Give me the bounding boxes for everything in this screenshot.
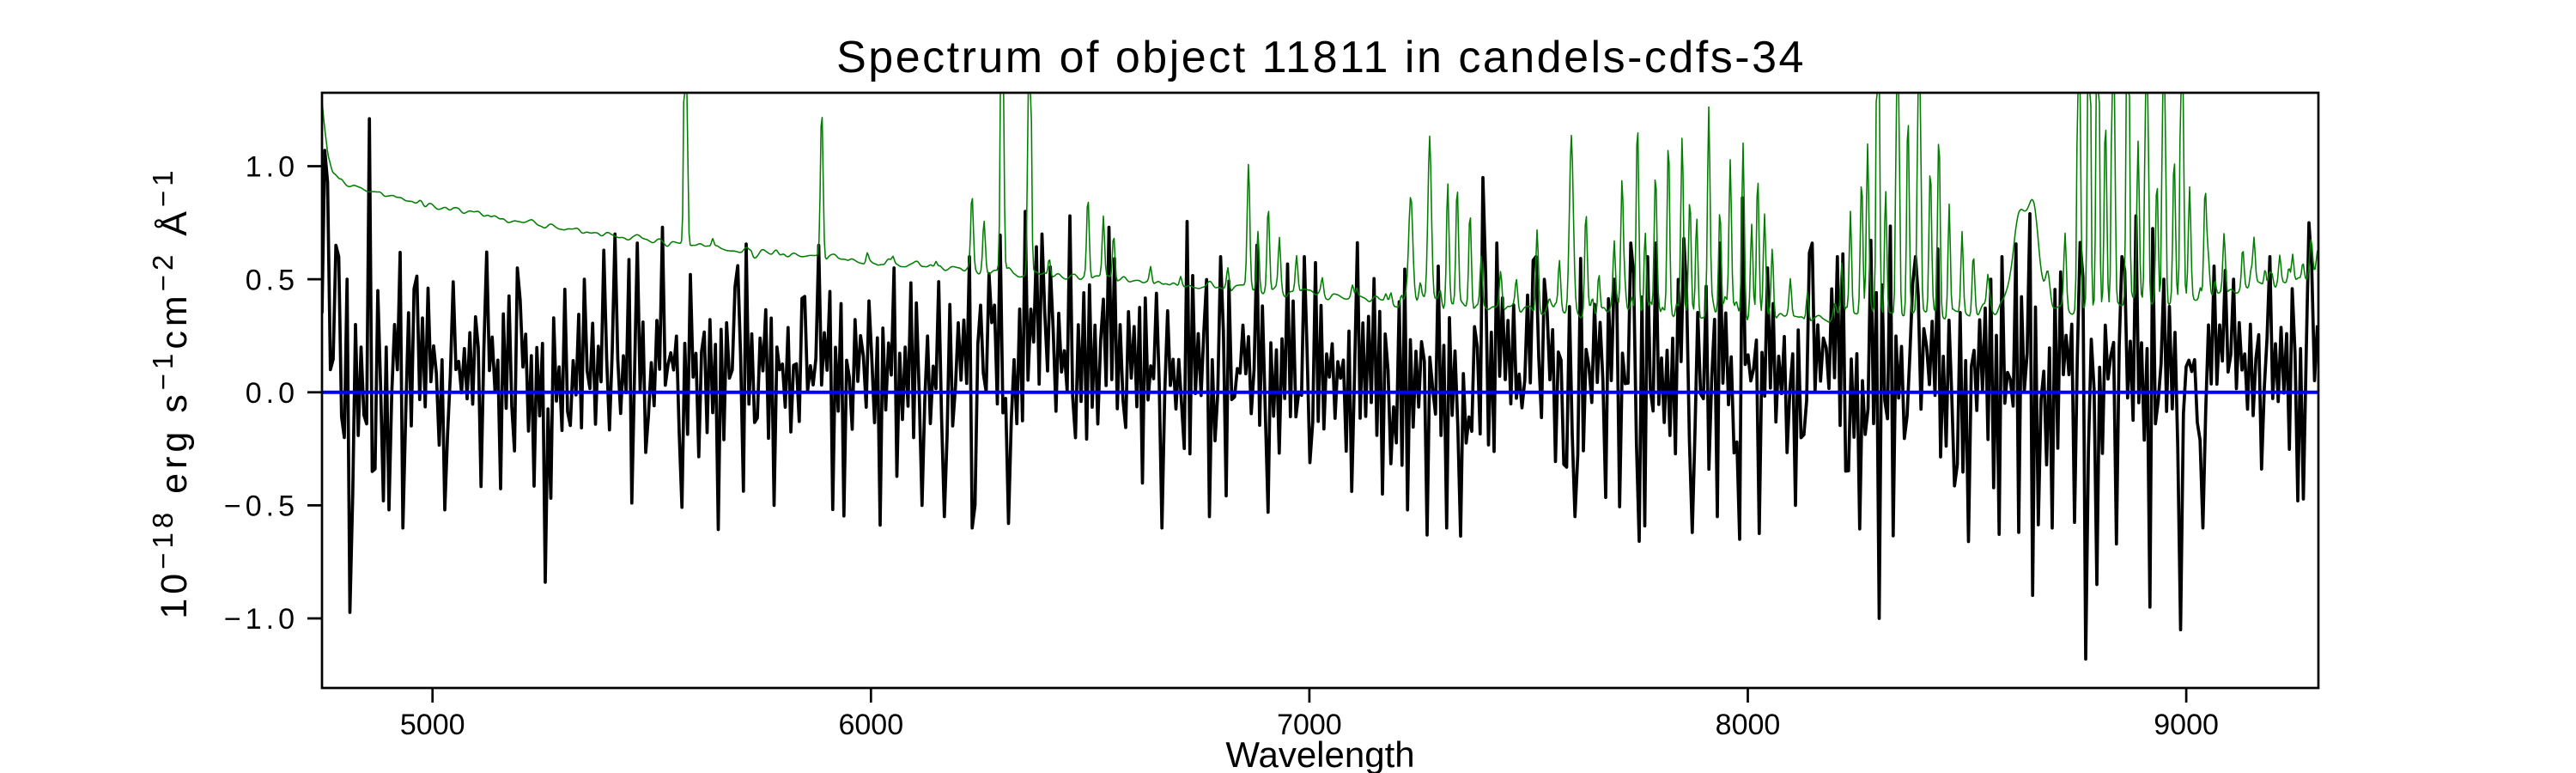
svg-text:Spectrum of object 11811 in ca: Spectrum of object 11811 in candels-cdfs… — [836, 33, 1806, 82]
svg-text:9000: 9000 — [2154, 709, 2219, 741]
svg-text:−1.0: −1.0 — [224, 603, 299, 636]
svg-text:Wavelength: Wavelength — [1225, 734, 1414, 773]
svg-text:1.0: 1.0 — [246, 151, 299, 184]
svg-text:5000: 5000 — [400, 709, 465, 741]
svg-text:6000: 6000 — [838, 709, 903, 741]
svg-text:7000: 7000 — [1277, 709, 1342, 741]
svg-text:−0.5: −0.5 — [224, 490, 299, 523]
svg-text:8000: 8000 — [1716, 709, 1781, 741]
svg-text:0.5: 0.5 — [246, 264, 299, 296]
svg-text:0.0: 0.0 — [246, 377, 299, 410]
